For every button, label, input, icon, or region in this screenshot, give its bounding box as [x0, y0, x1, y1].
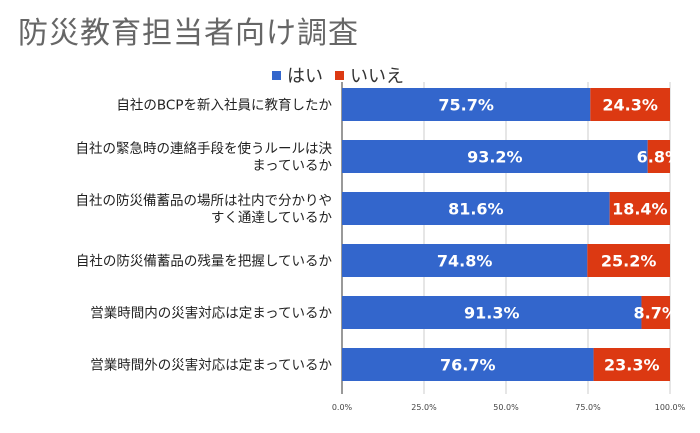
category-label: 営業時間内の災害対応は定まっているか	[90, 306, 332, 322]
legend: はい いいえ	[272, 62, 416, 88]
bar-yes	[342, 296, 642, 329]
x-tick-label: 0.0%	[332, 403, 353, 412]
data-label-no: 24.3%	[602, 96, 658, 115]
data-label-no: 18.4%	[612, 200, 668, 219]
bar-no	[647, 140, 670, 173]
data-label-yes: 74.8%	[437, 252, 493, 271]
data-label-yes: 81.6%	[448, 200, 504, 219]
category-label: 自社の防災備蓄品の残量を把握しているか	[76, 254, 333, 270]
data-label-yes: 93.2%	[467, 148, 523, 167]
bar-yes	[342, 348, 594, 381]
data-label-no: 23.3%	[604, 356, 660, 375]
category-label: 自社の防災備蓄品の場所は社内で分かりや	[76, 193, 333, 209]
bar-no	[593, 348, 670, 381]
bar-no	[590, 88, 670, 121]
chart-title: 防災教育担当者向け調査	[18, 16, 359, 51]
data-label-yes: 91.3%	[464, 304, 520, 323]
data-label-no: 25.2%	[601, 252, 657, 271]
bar-yes	[342, 140, 648, 173]
bar-no	[587, 244, 670, 277]
category-label: まっているか	[252, 158, 332, 174]
bar-yes	[342, 88, 591, 121]
category-label: すく通達しているか	[211, 210, 333, 226]
legend-swatch-yes	[272, 70, 281, 80]
legend-item-yes: はい	[272, 62, 323, 88]
legend-item-no: いいえ	[335, 62, 404, 88]
bar-yes	[342, 192, 610, 225]
x-tick-label: 50.0%	[493, 403, 519, 412]
category-label: 自社の緊急時の連絡手段を使うルールは決	[76, 140, 333, 157]
x-tick-label: 25.0%	[411, 403, 437, 412]
category-label: 営業時間外の災害対応は定まっているか	[90, 358, 332, 374]
data-label-yes: 75.7%	[438, 96, 494, 115]
bar-yes	[342, 244, 588, 277]
data-label-yes: 76.7%	[440, 356, 496, 375]
legend-swatch-no	[335, 70, 344, 80]
category-label: 自社のBCPを新入社員に教育したか	[116, 98, 332, 114]
bar-no	[641, 296, 670, 329]
bar-no	[609, 192, 670, 225]
legend-label-yes: はい	[287, 66, 323, 87]
x-tick-label: 75.0%	[575, 403, 601, 412]
x-tick-label: 100.0%	[655, 403, 686, 412]
data-label-no: 6.8%	[637, 148, 681, 167]
legend-label-no: いいえ	[350, 66, 404, 87]
data-label-no: 8.7%	[634, 304, 678, 323]
